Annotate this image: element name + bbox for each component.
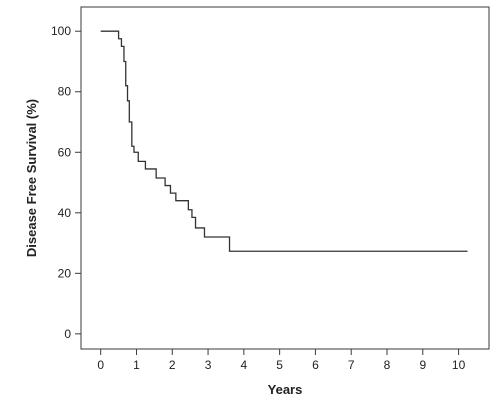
y-tick-label: 40: [58, 206, 72, 220]
y-tick-label: 20: [58, 266, 72, 280]
x-tick-label: 4: [240, 358, 247, 372]
x-tick-label: 3: [205, 358, 212, 372]
x-tick-label: 1: [133, 358, 140, 372]
x-tick-label: 5: [276, 358, 283, 372]
x-tick-label: 6: [312, 358, 319, 372]
x-tick-label: 10: [452, 358, 466, 372]
y-axis-title: Disease Free Survival (%): [24, 99, 39, 257]
x-tick-label: 8: [384, 358, 391, 372]
survival-curve: [100, 30, 468, 252]
plot-frame: [80, 6, 490, 350]
y-tick-label: 0: [64, 327, 71, 341]
y-tick-label: 100: [51, 24, 71, 38]
y-tick-label: 80: [58, 85, 72, 99]
y-tick-label: 60: [58, 145, 72, 159]
x-axis-title: Years: [268, 382, 303, 397]
x-tick-label: 0: [97, 358, 104, 372]
x-tick-label: 2: [169, 358, 176, 372]
x-tick-label: 9: [419, 358, 426, 372]
x-tick-label: 7: [348, 358, 355, 372]
